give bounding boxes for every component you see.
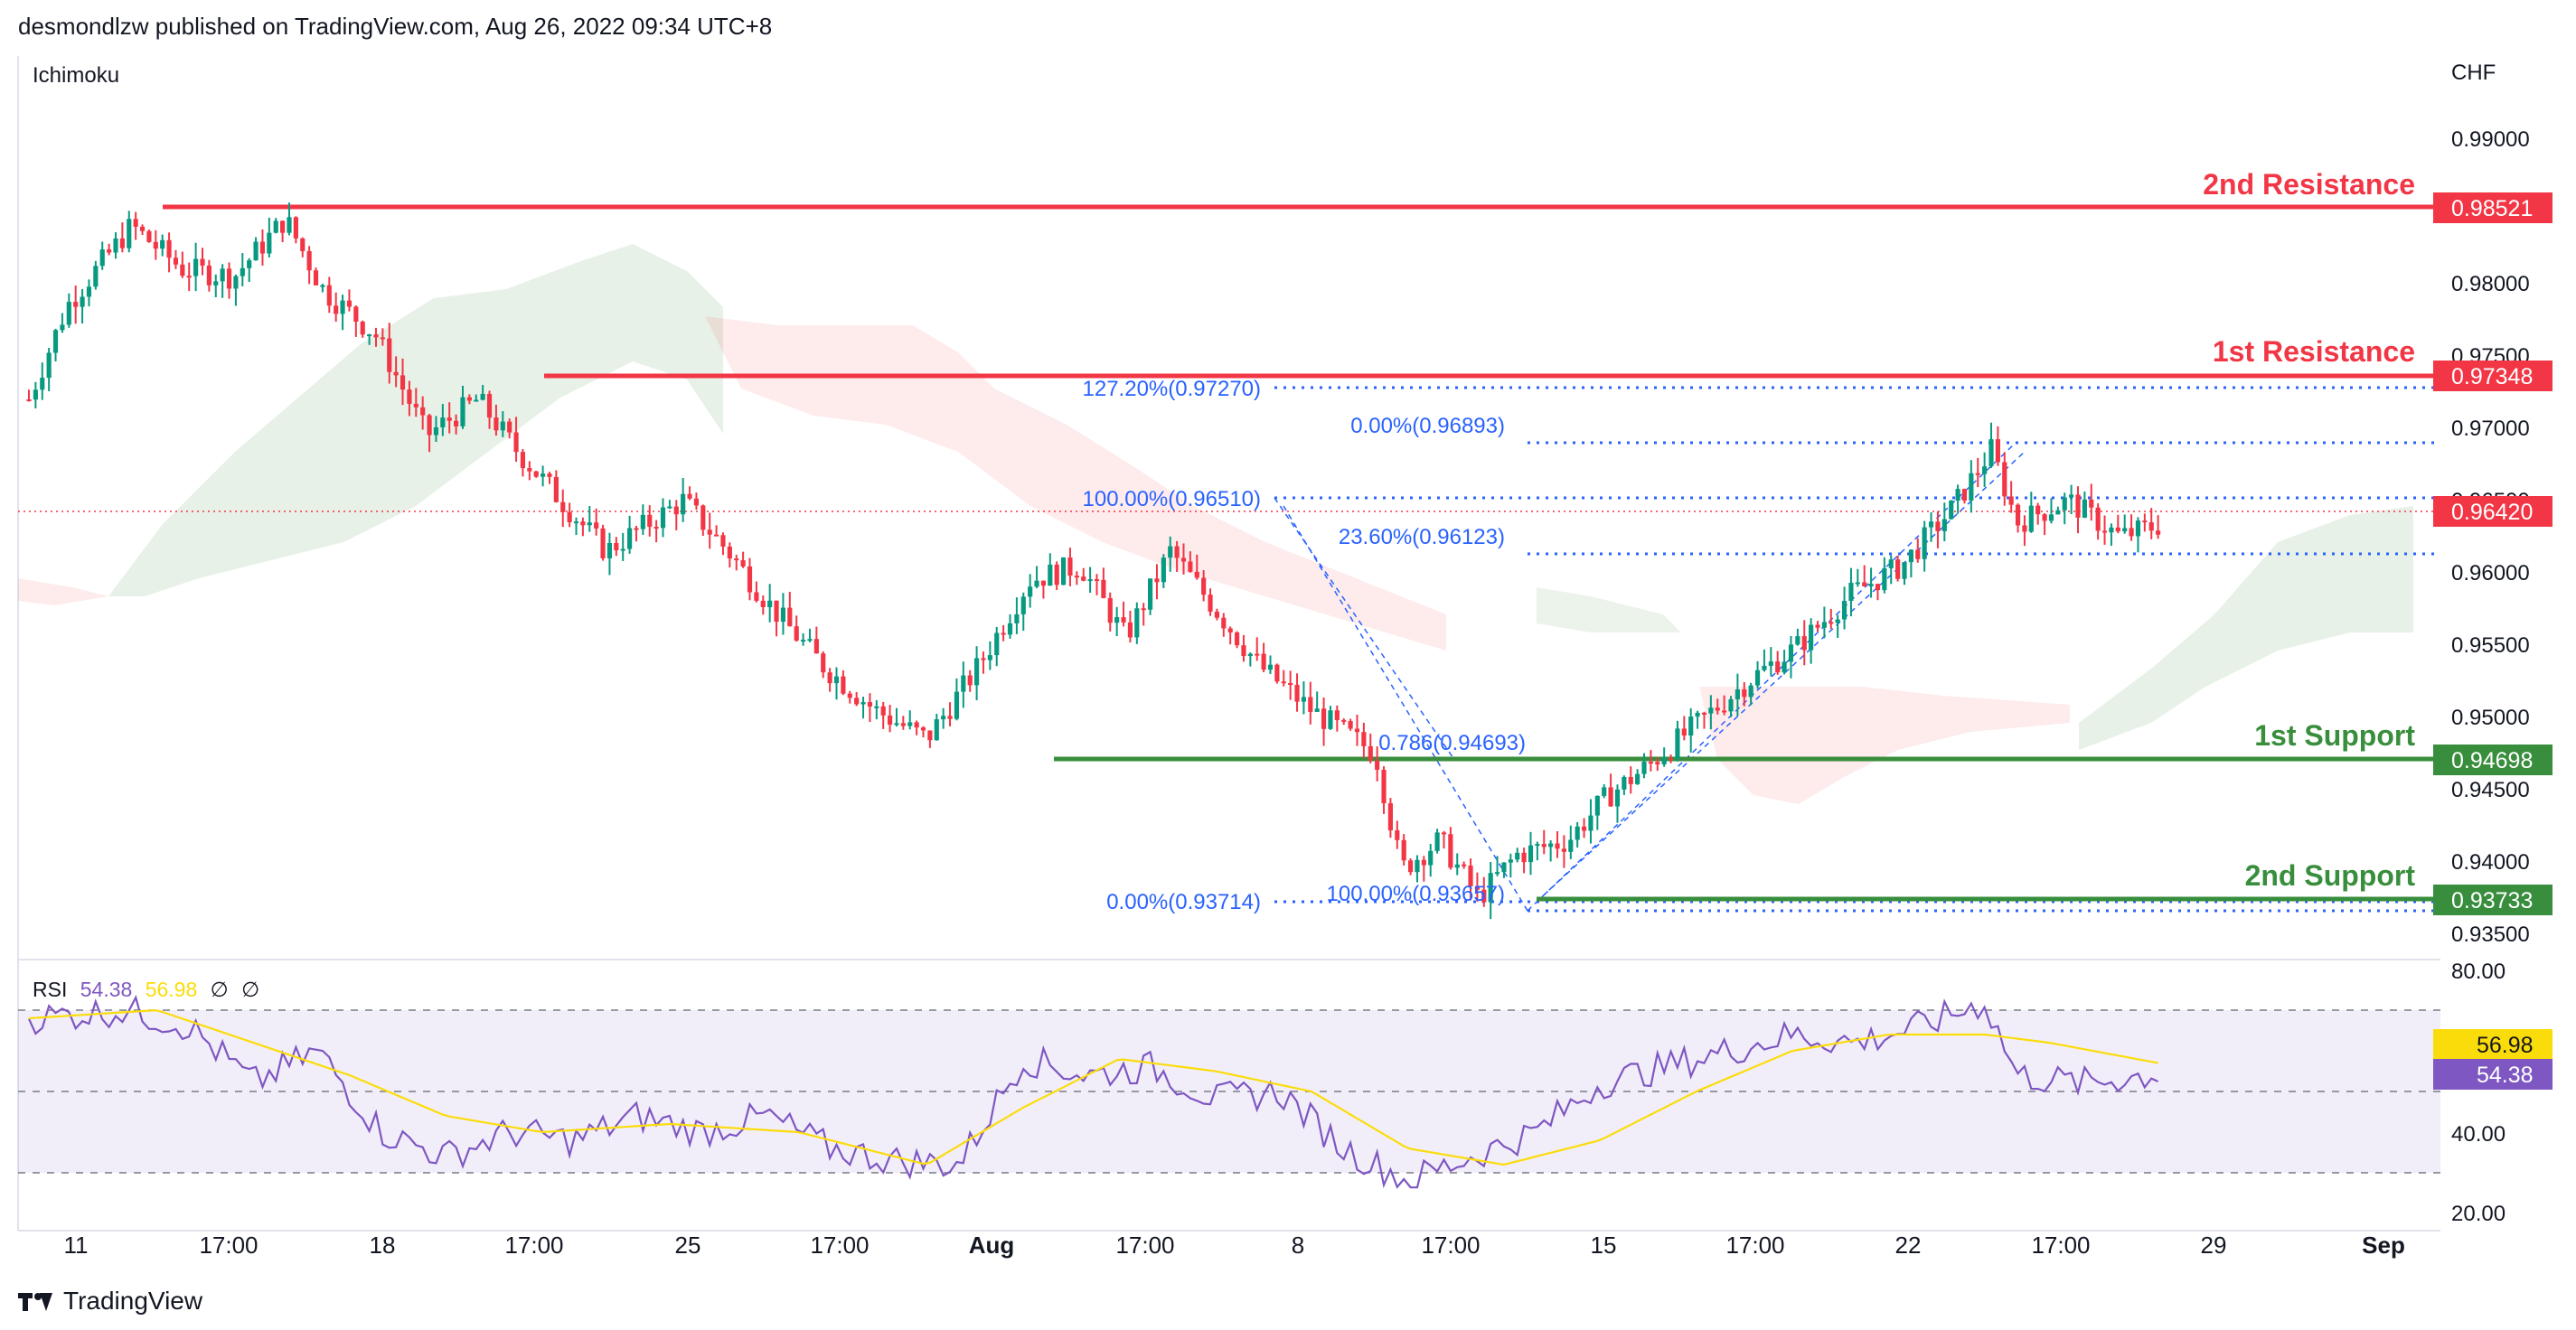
fib-label-1272: 127.20%(0.97270) bbox=[1083, 377, 1261, 401]
badge-first-resistance-text: 0.97348 bbox=[2451, 364, 2533, 389]
indicator-label: Ichimoku bbox=[33, 63, 120, 88]
time-tick: 17:00 bbox=[810, 1232, 869, 1259]
cloud-green-1 bbox=[108, 244, 723, 596]
tradingview-footer[interactable]: TradingView bbox=[18, 1287, 202, 1316]
time-tick: 17:00 bbox=[199, 1232, 258, 1259]
second-support-label: 2nd Support bbox=[2245, 859, 2416, 892]
rsi-legend-extra: ∅ bbox=[241, 978, 260, 1001]
fib-levels[interactable] bbox=[1274, 386, 2440, 913]
rsi-tick: 80.00 bbox=[2451, 960, 2505, 984]
fib-label-0-top: 0.00%(0.96893) bbox=[1350, 414, 1505, 438]
price-tick: 0.93500 bbox=[2451, 923, 2530, 947]
price-tick: 0.97000 bbox=[2451, 417, 2530, 441]
time-tick: 17:00 bbox=[2031, 1232, 2090, 1259]
rsi-legend-value: 54.38 bbox=[80, 978, 133, 1001]
fib-trendlines[interactable] bbox=[1274, 442, 2026, 912]
cloud-red-3 bbox=[18, 578, 108, 605]
badge-second-resistance bbox=[2433, 192, 2552, 223]
currency-label: CHF bbox=[2451, 61, 2496, 85]
time-tick: 11 bbox=[64, 1232, 89, 1259]
rsi-tick: 40.00 bbox=[2451, 1122, 2505, 1147]
price-tick: 0.99000 bbox=[2451, 127, 2530, 152]
tradingview-logo-icon bbox=[18, 1289, 54, 1313]
time-tick: Sep bbox=[2362, 1232, 2405, 1259]
time-tick: 18 bbox=[370, 1232, 396, 1259]
badge-first-support-text: 0.94698 bbox=[2451, 748, 2533, 773]
cloud-red-1 bbox=[705, 316, 1446, 651]
badge-rsi-text: 54.38 bbox=[2477, 1063, 2534, 1088]
first-resistance-label: 1st Resistance bbox=[2213, 335, 2415, 368]
rsi-legend-ma: 56.98 bbox=[145, 978, 198, 1001]
badge-rsi bbox=[2433, 1059, 2552, 1090]
fib-label-786: 0.786(0.94693) bbox=[1378, 731, 1526, 755]
rsi-axis[interactable]: 80.00 40.00 20.00 bbox=[2451, 960, 2505, 1226]
badge-current-price bbox=[2433, 496, 2552, 527]
rsi-ma-line[interactable] bbox=[28, 1008, 2158, 1166]
rsi-legend-label: RSI bbox=[33, 978, 68, 1001]
time-tick: Aug bbox=[969, 1232, 1015, 1259]
price-tick: 0.95500 bbox=[2451, 633, 2530, 658]
time-tick: 17:00 bbox=[1725, 1232, 1784, 1259]
cloud-green-3 bbox=[2079, 506, 2413, 750]
tradingview-brand: TradingView bbox=[63, 1287, 203, 1315]
price-tick: 0.96000 bbox=[2451, 561, 2530, 585]
fib-label-0-low: 0.00%(0.93714) bbox=[1106, 890, 1261, 914]
badge-current-price-text: 0.96420 bbox=[2451, 500, 2533, 525]
rsi-band bbox=[18, 1010, 2440, 1173]
publish-info: desmondlzw published on TradingView.com,… bbox=[18, 13, 773, 40]
rsi-tick: 20.00 bbox=[2451, 1202, 2505, 1226]
price-tick: 0.94500 bbox=[2451, 778, 2530, 802]
time-tick: 17:00 bbox=[1115, 1232, 1174, 1259]
time-tick: 15 bbox=[1591, 1232, 1617, 1259]
first-support-label: 1st Support bbox=[2254, 719, 2415, 752]
candles[interactable] bbox=[26, 202, 2161, 920]
cloud-red-2 bbox=[1699, 687, 2070, 804]
rsi-legend[interactable]: RSI 54.38 56.98 ∅ ∅ bbox=[33, 978, 267, 1002]
badge-second-resistance-text: 0.98521 bbox=[2451, 196, 2533, 221]
time-axis[interactable]: 11 17:00 18 17:00 25 17:00 Aug 17:00 8 1… bbox=[64, 1232, 2405, 1259]
second-resistance-label: 2nd Resistance bbox=[2203, 168, 2415, 201]
badge-rsi-ma-text: 56.98 bbox=[2477, 1033, 2534, 1058]
price-badges: 0.98521 0.97348 0.96420 0.94698 0.93733 bbox=[2433, 192, 2552, 915]
badge-first-resistance bbox=[2433, 361, 2552, 391]
time-tick: 25 bbox=[675, 1232, 701, 1259]
time-tick: 22 bbox=[1895, 1232, 1922, 1259]
badge-second-support-text: 0.93733 bbox=[2451, 888, 2533, 913]
time-tick: 8 bbox=[1292, 1232, 1304, 1259]
time-tick: 17:00 bbox=[504, 1232, 563, 1259]
price-tick: 0.94000 bbox=[2451, 850, 2530, 875]
badge-first-support bbox=[2433, 745, 2552, 775]
price-tick: 0.95000 bbox=[2451, 706, 2530, 730]
cloud-green-2 bbox=[1537, 587, 1681, 632]
badge-second-support bbox=[2433, 885, 2552, 915]
price-tick: 0.98000 bbox=[2451, 272, 2530, 296]
fib-label-236: 23.60%(0.96123) bbox=[1339, 525, 1505, 549]
rsi-legend-extra: ∅ bbox=[210, 978, 229, 1001]
rsi-line[interactable] bbox=[27, 994, 2159, 1189]
time-tick: 17:00 bbox=[1421, 1232, 1480, 1259]
badge-rsi-ma bbox=[2433, 1029, 2552, 1060]
fib-label-100-a: 100.00%(0.96510) bbox=[1083, 487, 1261, 511]
fib-label-100-b: 100.00%(0.93657) bbox=[1327, 882, 1505, 906]
time-tick: 29 bbox=[2201, 1232, 2227, 1259]
